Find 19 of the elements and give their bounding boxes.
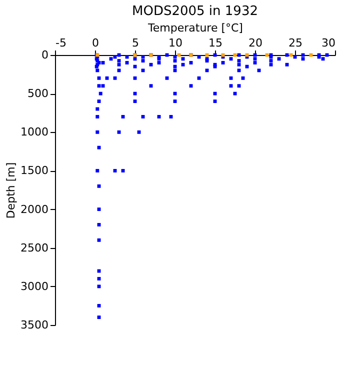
y-tick-label: 1000 <box>20 126 48 139</box>
y-tick-label: 2000 <box>20 202 48 216</box>
x-tick-label: 5 <box>132 36 139 50</box>
y-tick-label: 2500 <box>20 241 48 254</box>
x-tick-label: -5 <box>56 36 66 50</box>
x-tick-label: 25 <box>288 36 302 50</box>
chart-title: MODS2005 in 1932 <box>132 4 258 19</box>
x-tick-label: 30 <box>322 36 336 50</box>
y-tick-label: 3000 <box>20 280 48 293</box>
x-tick-label: 10 <box>168 36 182 50</box>
y-tick-label: 0 <box>42 48 48 62</box>
y-tick-label: 1500 <box>20 164 48 178</box>
y-axis-title: Depth [m] <box>4 162 18 219</box>
y-tick-label: 3500 <box>20 318 48 332</box>
x-tick-label: 20 <box>248 36 262 50</box>
x-axis-title: Temperature [°C] <box>147 22 243 34</box>
x-tick-label: 15 <box>208 36 222 50</box>
y-tick-label: 500 <box>28 87 48 100</box>
x-tick-label: 0 <box>92 36 99 50</box>
